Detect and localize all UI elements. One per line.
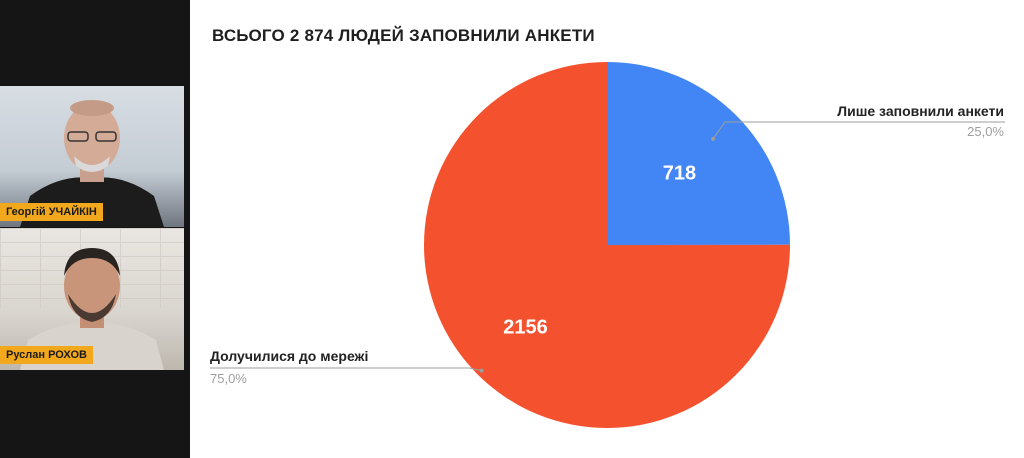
leader-dot	[711, 136, 716, 141]
leader-dot	[479, 368, 484, 373]
pie-slice-blue	[607, 62, 790, 245]
legend-percent-blue: 25,0%	[967, 124, 1004, 139]
leader-line	[210, 367, 482, 372]
slice-value-label-blue: 718	[663, 162, 696, 184]
legend-percent-red: 75,0%	[210, 371, 247, 386]
pie-chart: 718 2156	[210, 62, 1005, 428]
legend-label-red: Долучилися до мережі	[210, 348, 369, 364]
presentation-slide: ВСЬОГО 2 874 ЛЮДЕЙ ЗАПОВНИЛИ АНКЕТИ 718 2…	[190, 0, 1024, 458]
participant-2-name: Руслан РОХОВ	[0, 346, 93, 364]
legend-label-blue: Лише заповнили анкети	[837, 103, 1004, 119]
participant-video-1[interactable]: Георгій УЧАЙКІН	[0, 86, 184, 227]
leader-line	[712, 121, 1005, 140]
participants-panel: Георгій УЧАЙКІН Руслан РОХОВ	[0, 0, 190, 458]
slide-title: ВСЬОГО 2 874 ЛЮДЕЙ ЗАПОВНИЛИ АНКЕТИ	[212, 26, 595, 45]
participant-1-name: Георгій УЧАЙКІН	[0, 203, 103, 221]
pie-slice-red	[423, 62, 790, 428]
participant-video-2[interactable]: Руслан РОХОВ	[0, 228, 184, 370]
slice-value-label-red: 2156	[503, 317, 548, 339]
